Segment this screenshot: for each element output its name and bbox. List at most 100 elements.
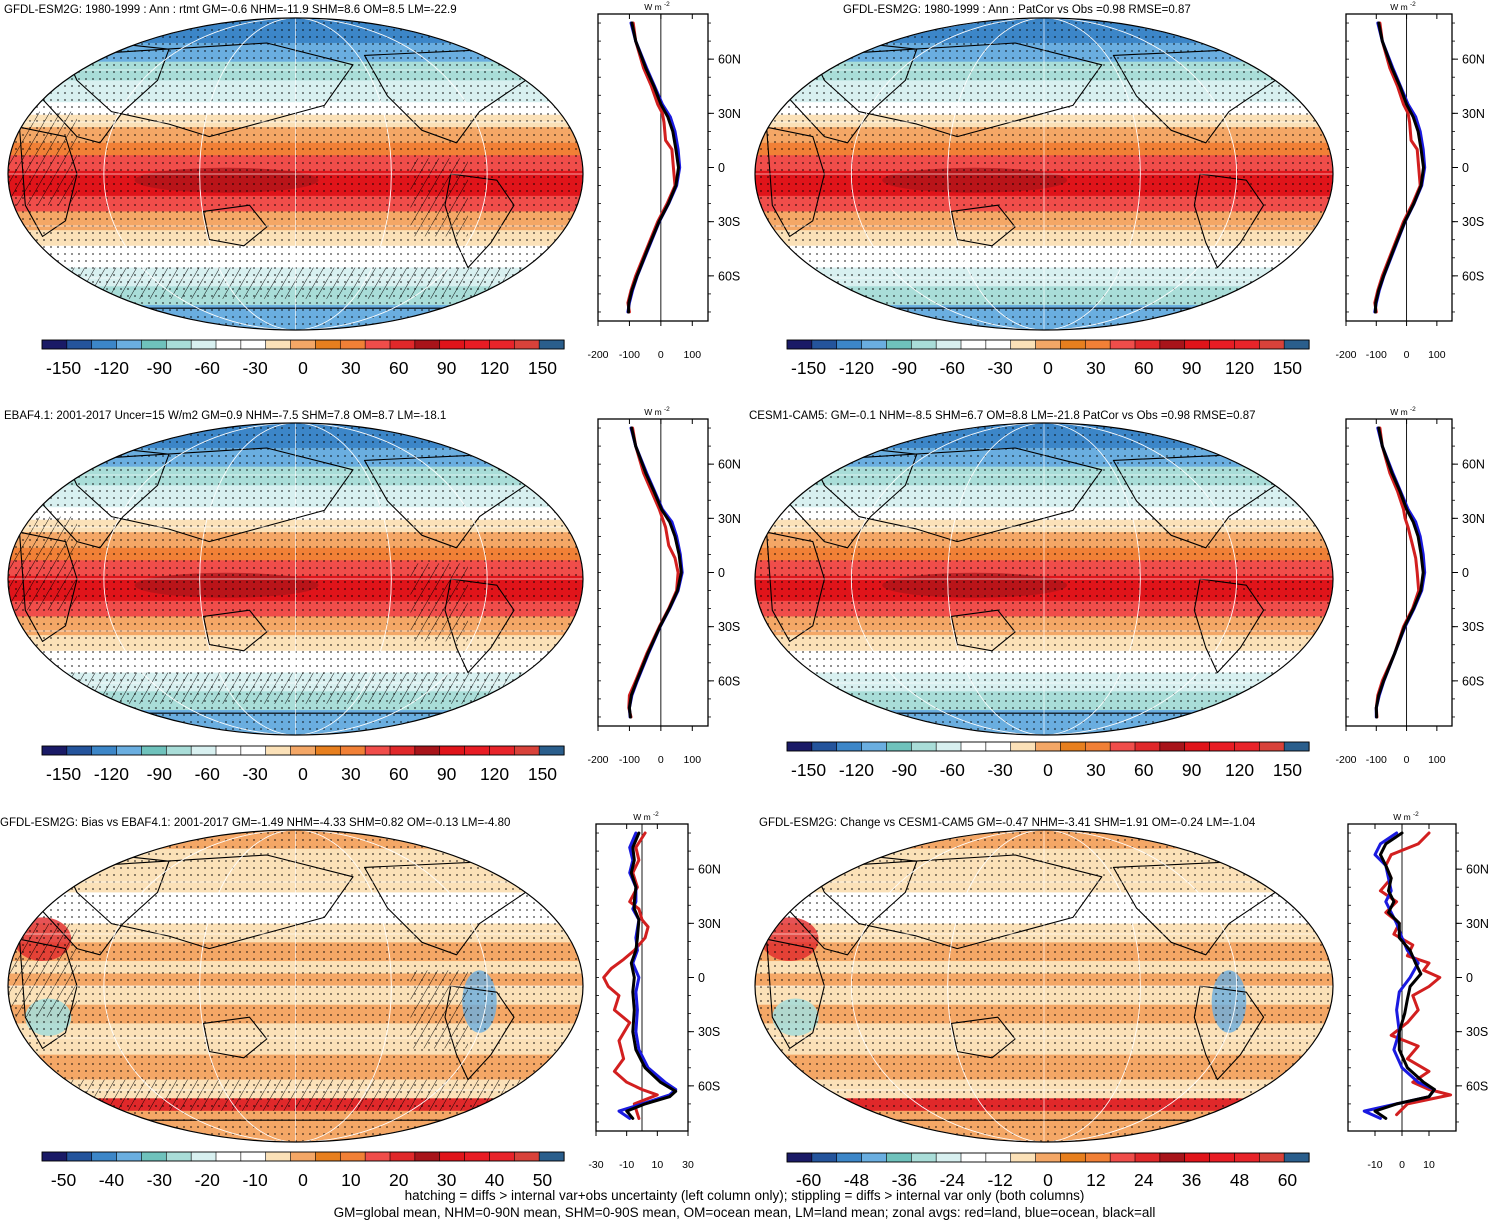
panel-bottom-right: GFDL-ESM2G: Change vs CESM1-CAM5 GM=-0.4…	[745, 810, 1489, 1190]
zonal-profile: W m -2 60N 30N 0 30S 60S -200 -100 0 100	[587, 1, 740, 361]
map-field	[8, 423, 583, 735]
panel-title: GFDL-ESM2G: Bias vs EBAF4.1: 2001-2017 G…	[0, 817, 511, 829]
colorbar-swatch	[389, 339, 416, 350]
colorbar-tick-label: 120	[1225, 760, 1254, 780]
colorbar-swatch	[1010, 339, 1037, 350]
colorbar-swatch	[513, 1151, 540, 1162]
colorbar-swatch	[1035, 1152, 1062, 1163]
zonal-mean-line	[626, 21, 677, 314]
colorbar-tick-label: -90	[892, 760, 918, 780]
colorbar-tick-label: 30	[437, 1170, 457, 1190]
colorbar-swatch	[861, 741, 888, 752]
zonal-mean-line	[1374, 426, 1421, 719]
zonal-mean-line	[1373, 21, 1425, 314]
colorbar-tick-label: -30	[242, 358, 268, 378]
colorbar-tick-label: -30	[242, 764, 268, 784]
colorbar-tick-label: 48	[1230, 1170, 1249, 1190]
colorbar-tick-label: 0	[1043, 358, 1053, 378]
zonal-mean-line	[1373, 21, 1422, 314]
colorbar-swatch	[1184, 741, 1211, 752]
profile-lat-tick-label: 30S	[718, 620, 740, 634]
colorbar-swatch	[464, 745, 491, 756]
profile-lat-tick-label: 0	[698, 971, 705, 985]
colorbar-tick-label: -60	[940, 358, 966, 378]
colorbar-swatch	[1234, 339, 1260, 350]
zonal-profile: W m -2 60N 30N 0 30S 60S -30 -10 10 30	[588, 811, 721, 1171]
colorbar-swatch	[489, 1151, 515, 1162]
profile-lat-tick-label: 60S	[1466, 1079, 1488, 1093]
colorbar-swatch	[1209, 741, 1236, 752]
zonal-mean-line	[1373, 831, 1436, 1120]
panel-top-right: GFDL-ESM2G: 1980-1999 : Ann : PatCor vs …	[745, 0, 1489, 380]
colorbar-swatch	[786, 741, 813, 752]
colorbar-tick-label: -12	[987, 1170, 1012, 1190]
panel-graphic: -150 -120 -90 -60 -30 0 30 60 90 120 150 W m -2 60N 30…	[7, 1, 741, 378]
colorbar-swatch	[1134, 1152, 1161, 1163]
profile-lat-tick-label: 30S	[1466, 1025, 1488, 1039]
profile-unit-label: W m	[633, 812, 650, 822]
profile-x-tick-label: 100	[1428, 349, 1446, 361]
colorbar-swatch	[215, 339, 242, 350]
colorbar-swatch	[1060, 741, 1086, 752]
colorbar-tick-label: 60	[1278, 1170, 1298, 1190]
colorbar-tick-label: 150	[528, 764, 557, 784]
colorbar-swatch	[464, 1151, 491, 1162]
panel-graphic: -150 -120 -90 -60 -30 0 30 60 90 120 150 W m -2 60N 30…	[7, 406, 741, 784]
colorbar-tick-label: -120	[94, 764, 129, 784]
colorbar-swatch	[1109, 741, 1136, 752]
colorbar-swatch	[513, 339, 540, 350]
panel-middle-left: EBAF4.1: 2001-2017 Uncer=15 W/m2 GM=0.9 …	[0, 405, 745, 785]
colorbar: -150 -120 -90 -60 -30 0 30 60 90 120 150	[41, 339, 565, 378]
colorbar-tick-label: 30	[341, 358, 361, 378]
colorbar-swatch	[1209, 339, 1236, 350]
zonal-mean-line	[627, 426, 683, 719]
colorbar-swatch	[1258, 339, 1285, 350]
colorbar-swatch	[240, 339, 267, 350]
profile-unit-superscript: -2	[664, 1, 670, 8]
colorbar-swatch	[1084, 1152, 1111, 1163]
panel-title: CESM1-CAM5: GM=-0.1 NHM=-8.5 SHM=6.7 OM=…	[749, 410, 1256, 422]
colorbar-swatch	[1060, 1152, 1086, 1163]
colorbar-swatch	[861, 1152, 888, 1163]
colorbar-swatch	[811, 741, 838, 752]
colorbar-tick-label: 10	[341, 1170, 361, 1190]
colorbar-tick-label: 150	[1273, 358, 1302, 378]
colorbar-swatch	[116, 339, 143, 350]
colorbar-tick-label: 60	[1134, 760, 1154, 780]
colorbar-tick-label: -60	[796, 1170, 822, 1190]
colorbar-swatch	[165, 745, 192, 756]
colorbar: -60 -48 -36 -24 -12 0 12 24 36 48 60	[786, 1152, 1310, 1190]
map-field	[8, 830, 583, 1142]
colorbar-swatch	[786, 339, 813, 350]
profile-x-tick-label: -30	[588, 1159, 603, 1171]
profile-lat-tick-label: 30S	[1462, 620, 1484, 634]
colorbar-swatch	[861, 339, 888, 350]
colorbar-swatch	[1109, 339, 1136, 350]
profile-unit-superscript: -2	[1413, 811, 1419, 818]
colorbar-swatch	[836, 1152, 863, 1163]
colorbar-swatch	[41, 1151, 68, 1162]
colorbar-swatch	[389, 1151, 416, 1162]
profile-x-tick-label: -100	[619, 754, 640, 766]
zonal-profile: W m -2 60N 30N 0 30S 60S -200 -100 0 100	[587, 406, 740, 766]
colorbar-tick-label: 12	[1086, 1170, 1105, 1190]
colorbar-swatch	[165, 339, 192, 350]
colorbar-tick-label: -24	[940, 1170, 966, 1190]
colorbar-swatch	[116, 745, 143, 756]
colorbar: -150 -120 -90 -60 -30 0 30 60 90 120 150	[786, 741, 1310, 780]
colorbar-swatch	[1184, 339, 1211, 350]
colorbar-tick-label: 120	[1225, 358, 1254, 378]
colorbar-swatch	[811, 1152, 838, 1163]
colorbar-swatch	[1010, 741, 1037, 752]
colorbar-swatch	[165, 1151, 192, 1162]
colorbar-swatch	[464, 339, 491, 350]
colorbar-swatch	[1159, 339, 1186, 350]
colorbar-swatch	[538, 745, 565, 756]
zonal-profile: W m -2 60N 30N 0 30S 60S -10 0 10	[1347, 811, 1489, 1171]
colorbar-tick-label: 90	[437, 358, 457, 378]
profile-lat-tick-label: 60S	[698, 1079, 720, 1093]
colorbar-swatch	[91, 1151, 118, 1162]
colorbar-swatch	[1283, 741, 1310, 752]
colorbar-swatch	[141, 1151, 167, 1162]
colorbar-tick-label: -150	[791, 358, 826, 378]
